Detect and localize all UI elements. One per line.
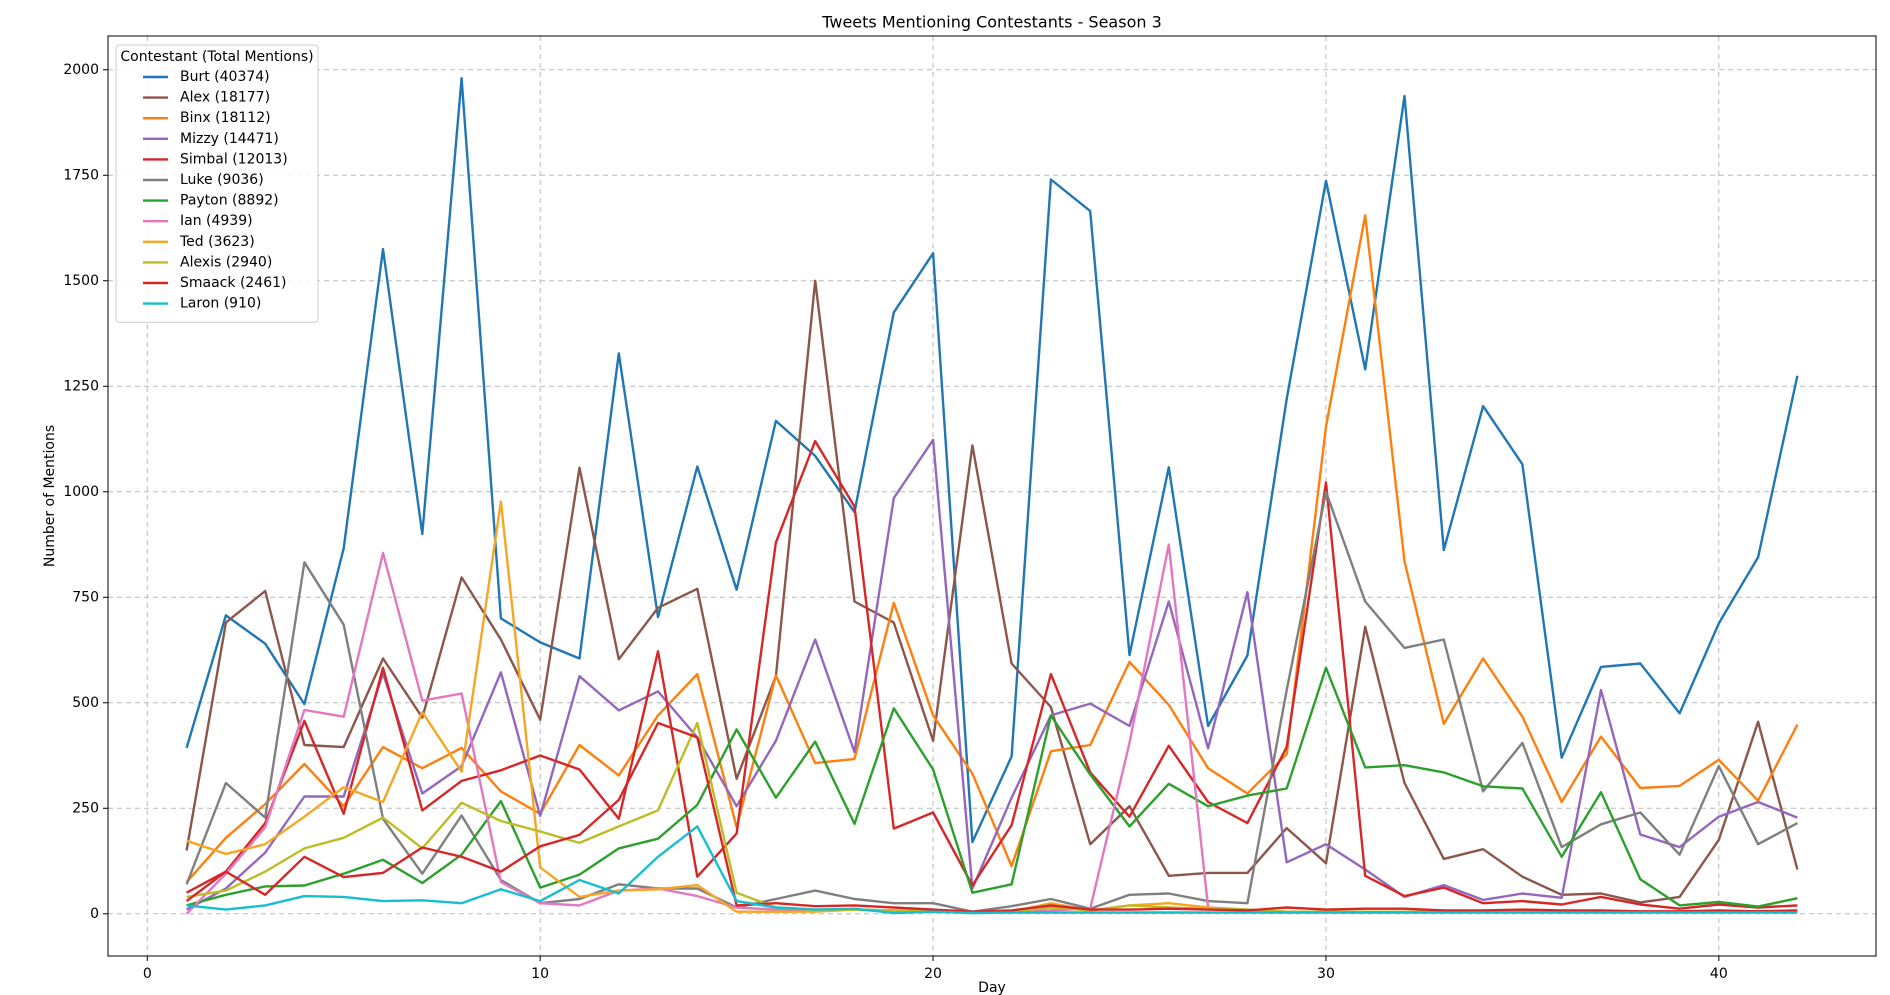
legend: Contestant (Total Mentions) Burt (40374) A… xyxy=(115,44,319,323)
x-tick-label: 0 xyxy=(143,966,152,982)
y-axis-label: Number of Mentions xyxy=(42,425,58,567)
y-tick-label: 1250 xyxy=(63,378,99,394)
y-tick-label: 500 xyxy=(72,695,99,711)
series-line xyxy=(185,543,1798,915)
legend-label: Ted (3623) xyxy=(179,234,255,250)
series-line xyxy=(185,490,1798,913)
legend-label: Burt (40374) xyxy=(180,69,270,85)
legend-label: Luke (9036) xyxy=(180,172,264,188)
legend-label: Alexis (2940) xyxy=(180,254,272,270)
series-line xyxy=(185,214,1799,883)
legend-label: Payton (8892) xyxy=(180,193,279,209)
axes-frame xyxy=(107,35,1877,957)
legend-title: Contestant (Total Mentions) xyxy=(120,49,313,65)
x-axis-label: Day xyxy=(978,980,1006,995)
y-tick-label: 250 xyxy=(72,800,99,816)
x-tick-label: 40 xyxy=(1710,966,1728,982)
y-tick-label: 2000 xyxy=(63,62,99,78)
series-line xyxy=(186,666,1798,908)
legend-box xyxy=(115,44,319,323)
series-line xyxy=(186,439,1798,910)
legend-label: Simbal (12013) xyxy=(180,151,288,167)
y-tick-label: 1750 xyxy=(63,167,99,183)
y-tick-label: 0 xyxy=(90,906,99,922)
series-line xyxy=(185,279,1799,904)
legend-label: Ian (4939) xyxy=(180,213,253,229)
series-line xyxy=(186,438,1798,911)
series-line xyxy=(186,825,1798,915)
x-tick-label: 10 xyxy=(531,966,549,982)
chart-title: Tweets Mentioning Contestants - Season 3 xyxy=(821,13,1162,32)
y-tick-label: 1500 xyxy=(63,273,99,289)
y-tick-label: 750 xyxy=(72,589,99,605)
legend-label: Mizzy (14471) xyxy=(180,131,279,147)
legend-label: Binx (18112) xyxy=(180,110,271,126)
y-tick-label: 1000 xyxy=(63,484,99,500)
series-line xyxy=(185,721,1798,913)
legend-label: Alex (18177) xyxy=(180,90,270,106)
x-tick-label: 20 xyxy=(924,966,942,982)
legend-label: Laron (910) xyxy=(180,296,261,312)
legend-label: Smaack (2461) xyxy=(180,275,287,291)
series-line xyxy=(185,77,1799,844)
x-tick-label: 30 xyxy=(1317,966,1335,982)
